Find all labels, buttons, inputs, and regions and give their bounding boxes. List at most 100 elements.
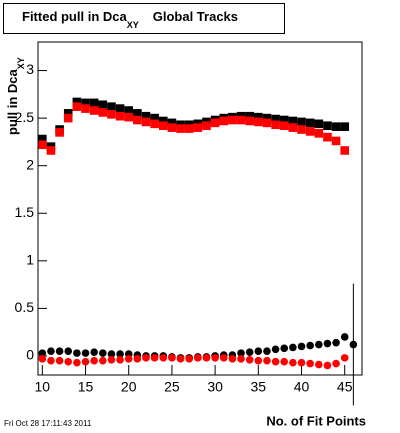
- x-tick-label: 40: [294, 379, 310, 395]
- title-subscript: XY: [127, 20, 139, 30]
- square-marker: [72, 102, 82, 111]
- circle-marker: [99, 356, 107, 365]
- circle-marker: [64, 347, 73, 356]
- circle-marker: [47, 356, 55, 365]
- circle-marker: [289, 343, 297, 352]
- x-tick-label: 20: [121, 379, 137, 395]
- square-marker: [150, 119, 159, 129]
- square-marker: [107, 110, 116, 119]
- y-axis-label: pull in Dca: [5, 69, 20, 136]
- circle-marker: [55, 347, 64, 356]
- square-marker: [305, 127, 315, 136]
- square-marker: [158, 121, 168, 131]
- square-marker: [98, 100, 108, 110]
- square-marker: [245, 116, 254, 126]
- frame: [37, 41, 363, 376]
- circle-marker: [55, 356, 64, 365]
- square-marker: [254, 117, 263, 127]
- circle-marker: [254, 356, 263, 365]
- circle-marker: [237, 349, 245, 357]
- square-marker: [271, 120, 280, 130]
- square-marker: [167, 123, 177, 132]
- square-marker: [38, 134, 47, 144]
- square-marker: [219, 116, 229, 126]
- square-marker: [340, 146, 350, 155]
- x-axis-label: No. of Fit Points: [266, 413, 366, 428]
- circle-marker: [73, 349, 81, 357]
- square-marker: [193, 123, 203, 132]
- y-tick-label: 3: [26, 61, 34, 77]
- circle-marker: [323, 339, 332, 348]
- square-marker: [279, 121, 289, 131]
- circle-marker: [81, 357, 90, 366]
- x-tick-label: 35: [251, 379, 267, 395]
- circle-marker: [263, 347, 271, 356]
- square-marker: [89, 98, 99, 108]
- circle-marker: [90, 356, 98, 365]
- square-marker: [323, 121, 332, 131]
- square-marker: [314, 119, 324, 129]
- circle-marker: [340, 354, 349, 362]
- circle-marker: [38, 355, 47, 363]
- circle-marker: [116, 355, 124, 364]
- x-tick-label: 15: [78, 379, 94, 395]
- square-marker: [279, 115, 289, 125]
- square-marker: [331, 136, 341, 146]
- circle-marker: [315, 340, 323, 349]
- square-marker: [107, 102, 116, 111]
- circle-marker: [254, 347, 263, 356]
- y-tick-label: 0.5: [15, 299, 35, 315]
- square-marker: [38, 140, 47, 150]
- square-marker: [63, 109, 73, 118]
- square-marker: [63, 113, 73, 123]
- circle-marker: [263, 356, 271, 365]
- square-marker: [141, 117, 151, 127]
- circle-marker: [271, 357, 280, 366]
- circle-marker: [38, 349, 47, 357]
- square-marker: [150, 113, 159, 123]
- circle-marker: [81, 349, 90, 357]
- circle-marker: [297, 342, 306, 351]
- y-label-group: pull in DcaXY: [5, 57, 26, 135]
- title-suffix: Global Tracks: [153, 9, 238, 24]
- circle-marker: [280, 344, 289, 353]
- circle-marker: [332, 359, 340, 368]
- square-marker: [115, 104, 125, 113]
- circle-marker: [332, 338, 340, 347]
- square-marker: [331, 122, 341, 131]
- title-box: [3, 3, 285, 34]
- circle-marker: [349, 340, 358, 349]
- circle-marker: [133, 355, 142, 363]
- square-marker: [98, 108, 108, 117]
- circle-marker: [47, 347, 55, 356]
- square-marker: [81, 98, 90, 108]
- square-marker: [314, 129, 324, 138]
- circle-marker: [107, 350, 116, 358]
- y-tick-label: 1.5: [15, 204, 35, 220]
- y-tick-label: 2.5: [15, 109, 35, 125]
- plot-area: 0 0.5 1 1.5 2 2.5 3 10 15 20 25 30 35 40 45: [15, 61, 358, 406]
- square-marker: [46, 146, 56, 155]
- circle-marker: [90, 348, 98, 356]
- circle-marker: [323, 361, 332, 370]
- circle-marker: [64, 357, 73, 366]
- y-tick-label: 2: [26, 156, 34, 172]
- circle-marker: [289, 358, 297, 367]
- square-marker: [124, 112, 134, 122]
- x-tick-label: 10: [35, 379, 51, 395]
- x-tick-label: 25: [164, 379, 180, 395]
- square-marker: [167, 118, 177, 128]
- square-marker: [141, 111, 151, 121]
- square-marker: [245, 111, 254, 121]
- circle-marker: [219, 354, 228, 362]
- square-marker: [262, 113, 272, 123]
- square-marker: [81, 104, 90, 113]
- circle-marker: [315, 360, 323, 369]
- circle-marker: [340, 333, 349, 341]
- square-marker: [72, 97, 82, 107]
- square-marker: [297, 125, 306, 134]
- circle-marker: [245, 355, 254, 364]
- square-marker: [340, 122, 350, 131]
